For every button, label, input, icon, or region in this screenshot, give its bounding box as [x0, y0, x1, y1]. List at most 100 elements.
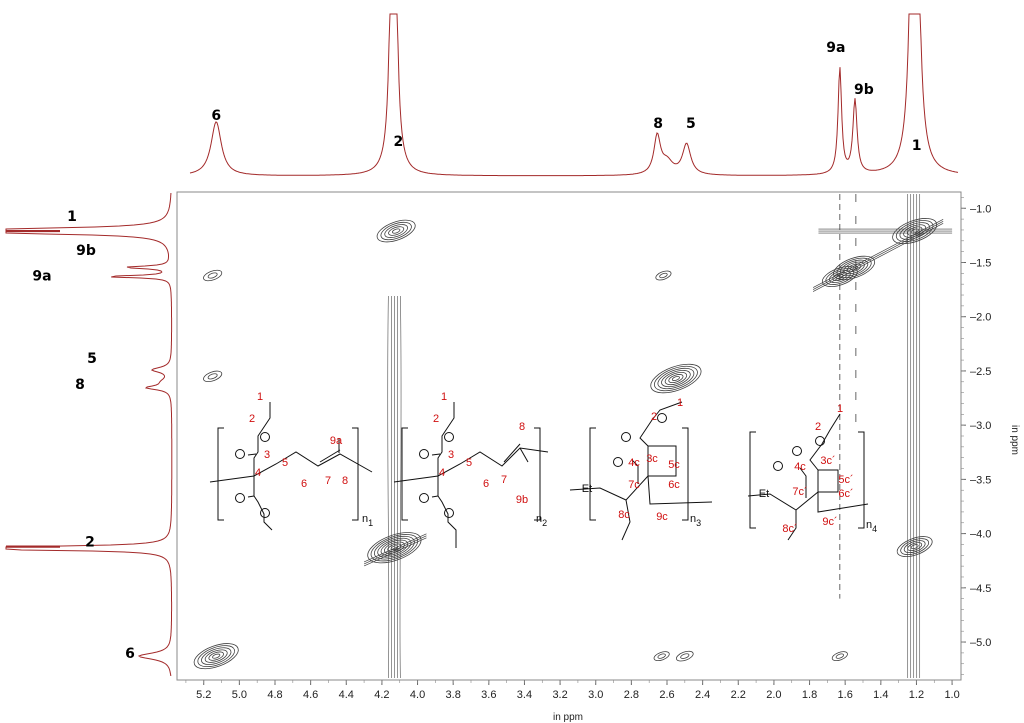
x-tick-label: 1.8 [802, 689, 817, 701]
cross-peak-contour [387, 543, 402, 552]
left-peak-label-9b: 9b [76, 243, 96, 259]
left-spectrum-trace [5, 193, 173, 677]
x-tick-label: 4.8 [267, 689, 282, 701]
n3-subscript: n3 [690, 513, 701, 528]
cross-peak-contour [204, 649, 228, 663]
x-tick-label: 5.2 [196, 689, 211, 701]
n4-label-8c-prime: 8c´ [782, 523, 797, 535]
cross-peak-contour [212, 653, 221, 659]
cross-peak-contour [907, 542, 923, 552]
n3-label-2: 2 [651, 411, 657, 423]
n1-label-6: 6 [301, 478, 307, 490]
cross-peak-contour [664, 371, 688, 386]
n2-label-7: 7 [501, 474, 507, 486]
n4-label-9c-prime: 9c´ [822, 516, 837, 528]
cross-peak-contour [376, 219, 416, 243]
cross-peak-contour [892, 218, 938, 245]
x-tick-label: 3.8 [446, 689, 461, 701]
x-tick-label: 4.0 [410, 689, 425, 701]
n3-label-7c: 7c [628, 479, 640, 491]
y-tick-label: –5.0 [970, 637, 991, 649]
x-tick-label: 4.2 [374, 689, 389, 701]
cross-peak-contour [903, 224, 927, 238]
cross-peak-contour [668, 374, 684, 384]
n3-label-5c: 5c [668, 459, 680, 471]
top-peak-label-9b: 9b [854, 82, 874, 98]
cross-peak-contour [833, 255, 876, 281]
cross-peak-contour [895, 220, 934, 242]
y-tick-label: –3.0 [970, 420, 991, 432]
n2-label-3: 3 [448, 449, 454, 461]
top-peak-label-2: 2 [394, 134, 404, 150]
cross-peak-contour [207, 373, 218, 380]
streak-diagonal [812, 218, 944, 288]
x-tick-label: 1.6 [838, 689, 853, 701]
cross-peak-contour [208, 651, 224, 661]
top-projection-spectrum [189, 13, 959, 177]
x-tick-label: 2.6 [659, 689, 674, 701]
y-axis-title: in ppm [1009, 425, 1020, 455]
x-tick-label: 1.0 [944, 689, 959, 701]
n4-label-7c-prime: 7c´ [792, 486, 807, 498]
cross-peak-contour [650, 363, 702, 394]
streak-4-13 [396, 295, 399, 679]
streak-diagonal [812, 220, 944, 290]
n4-label-2: 2 [815, 421, 821, 433]
cross-peak-contour [657, 367, 695, 390]
cross-peak-contour [821, 266, 858, 288]
n3-label-9c: 9c [656, 511, 668, 523]
x-tick-label: 2.4 [695, 689, 710, 701]
y-tick-label: –4.5 [970, 583, 991, 595]
x-tick-label: 3.2 [552, 689, 567, 701]
cross-peak-contour [910, 228, 919, 234]
cross-peak-contour [832, 272, 848, 281]
cross-peak-contour [383, 541, 405, 554]
top-peak-label-1: 1 [912, 138, 922, 154]
streak-diagonal-4 [363, 535, 427, 565]
n4-label-6c-prime: 6c´ [838, 488, 853, 500]
n1-label-9a: 9a [330, 435, 343, 447]
y-axis-ticks: –1.0 –1.5 –2.0 –2.5 –3.0 –3.5 –4.0 –4.5 –5.0 [961, 197, 991, 675]
n1-label-3: 3 [264, 449, 270, 461]
x-tick-label: 2.0 [766, 689, 781, 701]
left-peak-label-2: 2 [85, 535, 95, 551]
streak-diagonal [812, 222, 944, 292]
cross-peak-contour [203, 370, 223, 383]
streak-4-13 [387, 295, 390, 679]
structure-n3: Et 1 2 3c 4c 5c 6c 7c 8c 9c n3 [569, 397, 713, 541]
cross-peak-contour [825, 268, 855, 285]
n3-label-6c: 6c [668, 479, 680, 491]
x-tick-label: 3.4 [517, 689, 532, 701]
n4-label-3c-prime: 3c´ [820, 455, 835, 467]
x-tick-label: 4.6 [303, 689, 318, 701]
cross-peaks [193, 218, 938, 670]
cross-peak-contour [193, 643, 239, 670]
y-tick-label: –1.5 [970, 257, 991, 269]
cross-peak-contour [676, 650, 694, 662]
top-peak-label-8: 8 [653, 116, 663, 132]
streak-4-13 [390, 295, 392, 679]
cross-peak-contour [661, 369, 691, 388]
n2-subscript: n2 [536, 513, 547, 528]
cross-peak-contour [207, 272, 218, 279]
cross-peak-contour [203, 269, 223, 282]
cross-peak-contour [380, 539, 409, 556]
x-axis-title: in ppm [553, 712, 583, 723]
y-tick-label: –2.0 [970, 312, 991, 324]
cross-peak-contour [828, 270, 851, 284]
streak-diagonal-4 [363, 533, 427, 563]
cross-peak-contour [391, 228, 401, 234]
x-tick-label: 2.8 [624, 689, 639, 701]
x-tick-label: 1.4 [873, 689, 888, 701]
left-peak-label-5: 5 [87, 351, 97, 367]
cross-peak-contour [906, 226, 923, 236]
streak-diagonal-4 [363, 537, 427, 567]
x-tick-label: 3.6 [481, 689, 496, 701]
top-peak-label-6: 6 [211, 108, 221, 124]
top-peak-label-9a: 9a [826, 40, 845, 56]
cross-peak-contour [197, 645, 235, 668]
n3-label-4c: 4c [628, 457, 640, 469]
cross-peak-contour [655, 270, 672, 281]
cross-peak-contour [896, 536, 933, 558]
